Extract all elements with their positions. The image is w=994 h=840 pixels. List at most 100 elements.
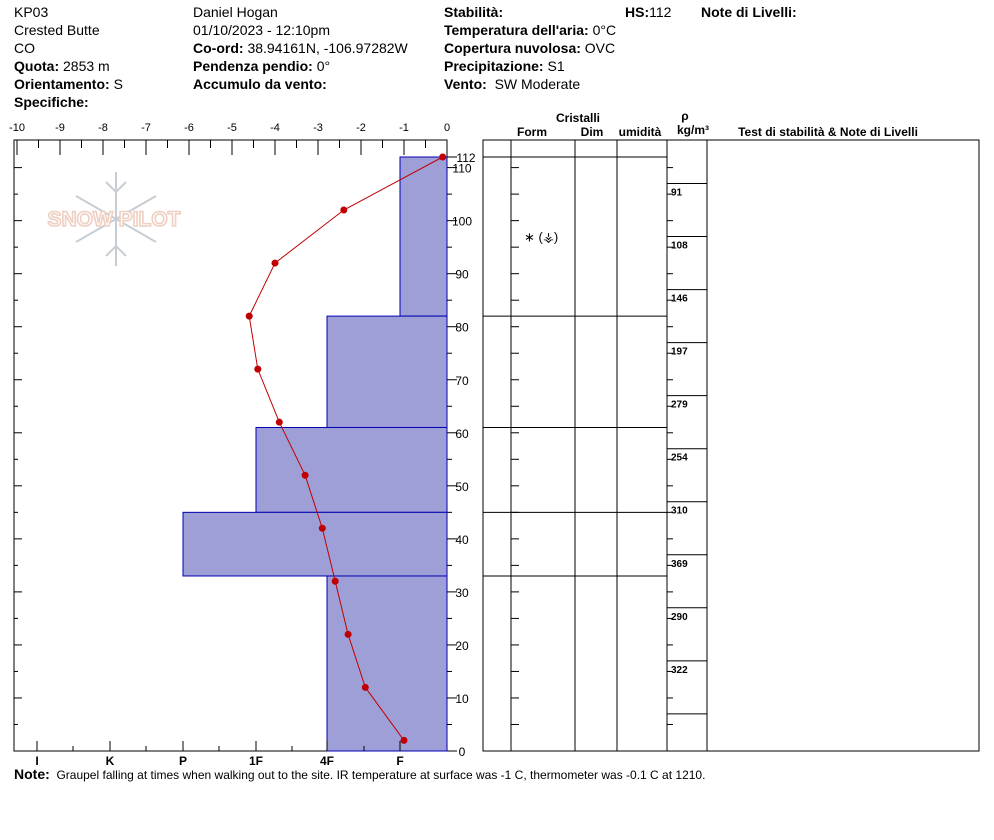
observer: Daniel Hogan [193, 4, 278, 20]
temperature-tick-label: -6 [184, 122, 194, 134]
slope: Pendenza pendio: 0° [193, 57, 330, 75]
height-tick-label: 110 [452, 162, 471, 176]
density-value: 197 [671, 347, 688, 358]
air-temp-label: Temperatura dell'aria: [444, 22, 589, 38]
temperature-line [248, 156, 443, 741]
hardness-layer-bar [399, 156, 448, 317]
temperature-tick-label: -9 [55, 122, 65, 134]
height-tick-label: 30 [455, 586, 469, 600]
temperature-tick-label: -7 [141, 122, 151, 134]
size-header: Dim [581, 125, 604, 139]
wind-label: Vento: [444, 76, 487, 92]
temperature-point [400, 736, 408, 744]
temperature-tick-label: -1 [399, 122, 409, 134]
specifics: Specifiche: [14, 93, 89, 111]
height-tick-label: 40 [455, 533, 469, 547]
state: CO [14, 40, 35, 56]
elevation-label: Quota: [14, 58, 60, 74]
temperature-profile [245, 153, 447, 744]
hardness-layers [182, 156, 448, 752]
height-tick-label: 20 [455, 639, 469, 653]
temperature-tick-label: 0 [444, 122, 450, 134]
density-symbol: ρ [681, 109, 688, 123]
density-value: 322 [671, 665, 688, 676]
watermark-text: SNOW PILOT [48, 208, 181, 231]
hardness-label: F [396, 754, 403, 768]
slope-label: Pendenza pendio: [193, 58, 313, 74]
hardness-layer-bar [182, 511, 448, 577]
density-value: 254 [671, 453, 688, 464]
hardness-label: I [35, 754, 38, 768]
air-temp: Temperatura dell'aria: 0°C [444, 21, 616, 39]
stability-label: Stabilità: [444, 4, 504, 20]
temperature-point [271, 259, 279, 267]
temperature-point [245, 312, 253, 320]
layer-notes-header: Note di Livelli: [701, 3, 797, 21]
sky-label: Copertura nuvolosa: [444, 40, 581, 56]
aspect-value: S [113, 76, 123, 92]
wind-value: SW Moderate [494, 76, 581, 92]
aspect: Orientamento: S [14, 75, 123, 93]
height-tick-label: 10 [455, 692, 469, 706]
profile-id: KP03 [14, 4, 49, 20]
hs-value: 112 [649, 4, 672, 20]
note-label: Note: [14, 766, 50, 782]
height-tick-label: 80 [455, 321, 469, 335]
height-tick-label: 90 [455, 268, 469, 282]
height-top-label: 112 [456, 151, 475, 165]
hardness-label: P [179, 754, 187, 768]
precip-label: Precipitazione: [444, 58, 544, 74]
temperature-point [318, 524, 326, 532]
height-tick-label: 0 [459, 745, 466, 759]
note-text: Graupel falling at times when walking ou… [56, 768, 706, 782]
temperature-point [275, 418, 283, 426]
hardness-layer-bar [326, 575, 448, 752]
profile-note: Note: Graupel falling at times when walk… [14, 766, 705, 782]
density-value: 310 [671, 506, 688, 517]
crystals-header: Cristalli [556, 111, 600, 125]
temperature-point [331, 577, 339, 585]
snowpilot-watermark: SNOW PILOT [47, 172, 181, 266]
slope-value: 0° [316, 58, 331, 74]
height-tick-label: 70 [455, 374, 469, 388]
hardness-layer-bar [255, 426, 448, 513]
datetime: 01/10/2023 - 12:10pm [193, 22, 330, 38]
location: Crested Butte [14, 22, 100, 38]
density-value: 279 [671, 400, 688, 411]
density-value: 91 [671, 188, 683, 199]
coord-value: 38.94161N, -106.97282W [247, 40, 408, 56]
height-tick-label: 60 [455, 427, 469, 441]
sky-value: OVC [584, 40, 616, 56]
layer-notes-label: Note di Livelli: [701, 4, 797, 20]
coord-label: Co-ord: [193, 40, 244, 56]
wind-loading: Accumulo da vento: [193, 75, 327, 93]
sky-cover: Copertura nuvolosa: OVC [444, 39, 615, 57]
layer-table: Cristalli Form Dim umidità ρ kg/m³ Test … [482, 109, 980, 752]
precip-value: S1 [547, 58, 565, 74]
hardness-label: K [106, 754, 115, 768]
wind: Vento: SW Moderate [444, 75, 580, 93]
temperature-point [301, 471, 309, 479]
stability: Stabilità: [444, 3, 503, 21]
height-tick-label: 50 [455, 480, 469, 494]
hs-label: HS: [625, 4, 650, 20]
wind-loading-label: Accumulo da vento: [193, 76, 327, 92]
hardness-label: 4F [320, 754, 334, 768]
form-header: Form [517, 125, 547, 139]
temperature-point [254, 365, 262, 373]
density-unit: kg/m³ [677, 123, 709, 137]
hardness-layer-bar [326, 315, 448, 428]
density-column: 91 108 146 197 279 254 310 369 290 322 [667, 183, 707, 715]
table-frame [482, 139, 980, 752]
grain-form-column: ∗ (⚶) [524, 230, 558, 245]
layer-boundaries [483, 156, 673, 725]
elevation: Quota: 2853 m [14, 57, 110, 75]
temperature-point [344, 630, 352, 638]
snowflake-icon [75, 172, 157, 266]
height-tick-label: 100 [452, 215, 472, 229]
temperature-point [439, 153, 447, 161]
total-snow-height: HS:112 [625, 3, 671, 21]
temperature-tick-label: -3 [313, 122, 323, 134]
